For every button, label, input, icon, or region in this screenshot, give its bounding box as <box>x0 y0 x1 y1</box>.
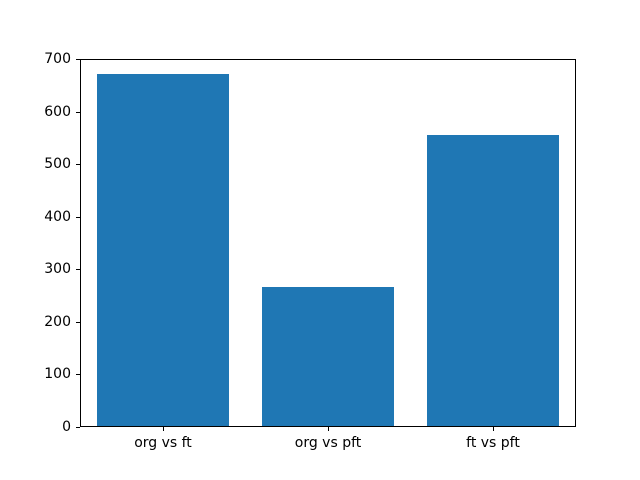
y-tick-mark <box>76 217 80 218</box>
y-tick-mark <box>76 59 80 60</box>
bar-ft-vs-pft <box>427 135 559 426</box>
y-tick-mark <box>76 322 80 323</box>
y-tick-label: 400 <box>44 209 71 225</box>
y-tick-mark <box>76 112 80 113</box>
y-tick-mark <box>76 427 80 428</box>
x-tick-mark <box>493 427 494 431</box>
x-tick-label: org vs ft <box>134 435 192 451</box>
y-tick-label: 500 <box>44 156 71 172</box>
plot-area <box>80 59 576 427</box>
y-tick-label: 0 <box>62 419 71 435</box>
y-tick-label: 200 <box>44 314 71 330</box>
x-tick-mark <box>163 427 164 431</box>
y-tick-label: 300 <box>44 261 71 277</box>
x-tick-label: ft vs pft <box>466 435 520 451</box>
bar-org-vs-ft <box>97 74 229 426</box>
y-tick-mark <box>76 374 80 375</box>
y-tick-label: 100 <box>44 366 71 382</box>
y-tick-mark <box>76 164 80 165</box>
x-tick-mark <box>328 427 329 431</box>
bar-org-vs-pft <box>262 287 394 426</box>
y-tick-label: 700 <box>44 51 71 67</box>
y-tick-mark <box>76 269 80 270</box>
x-tick-label: org vs pft <box>294 435 362 451</box>
y-tick-label: 600 <box>44 104 71 120</box>
